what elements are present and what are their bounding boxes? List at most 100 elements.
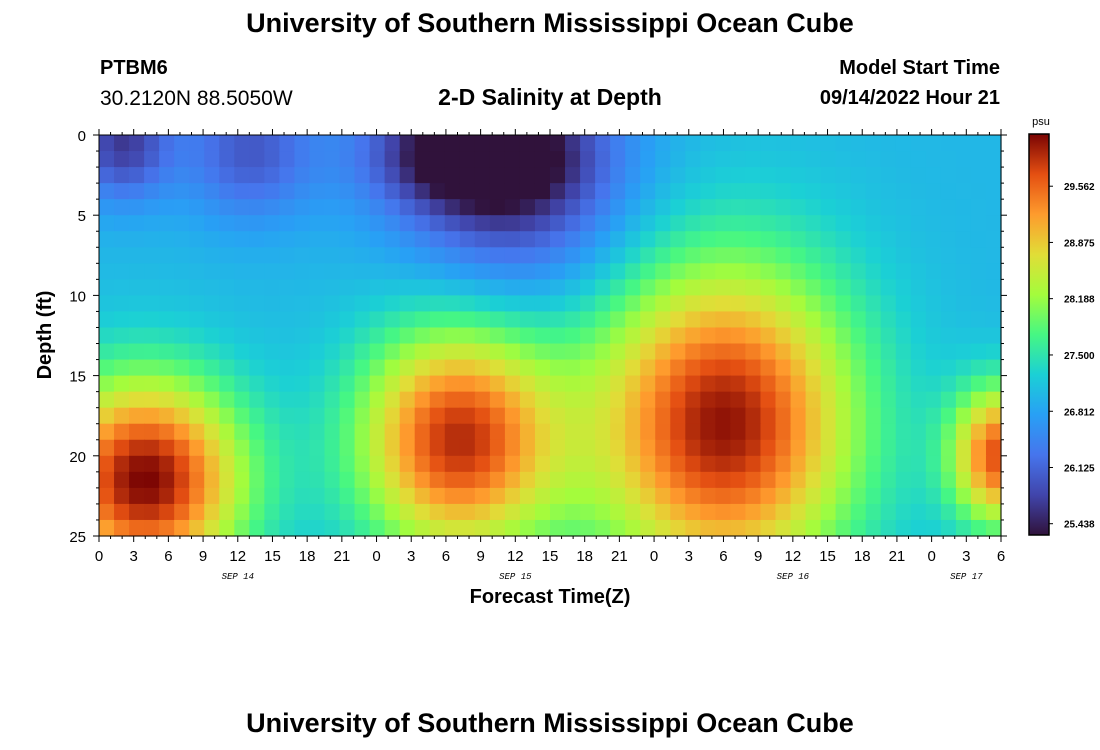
heatmap-cell (595, 503, 611, 521)
heatmap-cell (745, 455, 762, 473)
heatmap-cell (459, 183, 476, 200)
heatmap-cell (279, 455, 296, 473)
heatmap-cell (279, 215, 296, 232)
heatmap-cell (985, 487, 1002, 505)
heatmap-cell (459, 167, 476, 184)
heatmap-cell (414, 135, 431, 152)
heatmap-cell (775, 295, 792, 313)
heatmap-cell (99, 423, 115, 441)
model-start-value: 09/14/2022 Hour 21 (819, 87, 1000, 109)
heatmap-cell (504, 247, 521, 264)
heatmap-cell (384, 215, 401, 232)
heatmap-cell (670, 263, 686, 280)
heatmap-cell (910, 247, 927, 264)
heatmap-cell (384, 199, 401, 216)
heatmap-cell (294, 327, 311, 345)
heatmap-cell (700, 487, 716, 505)
heatmap-cell (910, 151, 927, 168)
heatmap-cell (189, 151, 205, 168)
heatmap-cell (610, 215, 626, 232)
heatmap-cell (474, 247, 491, 264)
heatmap-cell (580, 391, 596, 409)
heatmap-cell (580, 359, 596, 377)
heatmap-cell (249, 375, 265, 393)
heatmap-cell (700, 215, 716, 232)
heatmap-cell (910, 263, 927, 280)
x-tick-label: 12 (229, 548, 246, 565)
heatmap-cell (715, 471, 731, 489)
heatmap-cell (985, 215, 1002, 232)
heatmap-cell (565, 455, 581, 473)
heatmap-cell (129, 343, 145, 361)
heatmap-cell (489, 295, 506, 313)
heatmap-cell (925, 375, 942, 393)
heatmap-cell (189, 471, 205, 489)
heatmap-cell (264, 167, 280, 184)
heatmap-cell (790, 215, 807, 232)
heatmap-cell (820, 519, 837, 537)
heatmap-cell (114, 167, 130, 184)
heatmap-cell (865, 487, 882, 505)
heatmap-cell (760, 263, 777, 280)
heatmap-cell (805, 295, 822, 313)
heatmap-cell (730, 455, 747, 473)
heatmap-cell (459, 311, 476, 329)
heatmap-cell (399, 135, 416, 152)
heatmap-cell (384, 503, 401, 521)
heatmap-cell (895, 455, 912, 473)
heatmap-cell (444, 231, 461, 248)
heatmap-cell (670, 183, 686, 200)
heatmap-cell (189, 343, 205, 361)
heatmap-cell (940, 311, 957, 329)
heatmap-cell (670, 151, 686, 168)
heatmap-cell (249, 231, 265, 248)
heatmap-cell (114, 135, 130, 152)
heatmap-cell (715, 503, 731, 521)
heatmap-cell (880, 375, 897, 393)
heatmap-cell (504, 279, 521, 296)
heatmap-cell (354, 391, 371, 409)
heatmap-cell (369, 519, 386, 537)
colorbar-tick-label: 26.125 (1064, 463, 1095, 474)
heatmap-cell (655, 391, 671, 409)
heatmap-cell (805, 375, 822, 393)
heatmap-cell (354, 231, 371, 248)
heatmap-cell (805, 423, 822, 441)
heatmap-cell (354, 343, 371, 361)
heatmap-cell (264, 471, 280, 489)
heatmap-cell (309, 247, 326, 264)
heatmap-cell (249, 295, 265, 313)
heatmap-cell (339, 247, 356, 264)
heatmap-cell (369, 295, 386, 313)
heatmap-cell (550, 439, 566, 457)
heatmap-cell (895, 295, 912, 313)
x-tick-label: 3 (407, 548, 415, 565)
heatmap-cell (940, 263, 957, 280)
heatmap-cell (249, 503, 265, 521)
heatmap-cell (640, 295, 656, 313)
heatmap-cell (504, 423, 521, 441)
heatmap-cell (835, 391, 852, 409)
heatmap-cell (279, 471, 296, 489)
heatmap-cell (715, 487, 731, 505)
heatmap-cell (700, 311, 716, 329)
heatmap-cell (429, 183, 446, 200)
heatmap-cell (369, 343, 386, 361)
heatmap-cell (835, 167, 852, 184)
heatmap-cell (715, 183, 731, 200)
heatmap-cell (489, 231, 506, 248)
heatmap-cell (519, 503, 536, 521)
y-tick-label: 0 (78, 128, 86, 145)
heatmap-cell (294, 455, 311, 473)
heatmap-cell (865, 135, 882, 152)
heatmap-cell (955, 263, 972, 280)
heatmap-cell (760, 407, 777, 425)
heatmap-cell (670, 311, 686, 329)
heatmap-cell (880, 263, 897, 280)
heatmap-cell (204, 151, 220, 168)
heatmap-cell (114, 359, 130, 377)
heatmap-cell (129, 439, 145, 457)
heatmap-cell (114, 375, 130, 393)
heatmap-cell (354, 407, 371, 425)
heatmap-cell (489, 503, 506, 521)
